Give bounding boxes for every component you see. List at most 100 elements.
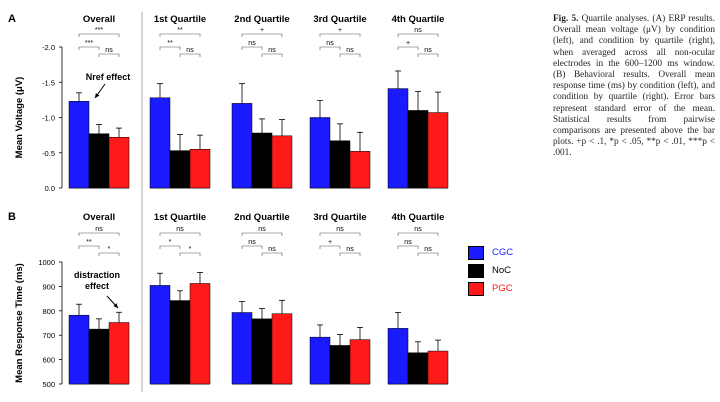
bar-noc [329,345,351,385]
bar-cgc [68,314,90,385]
group-title: 1st Quartile [154,212,206,223]
group-title: 1st Quartile [154,14,206,25]
significance-bracket [241,245,263,249]
bar-pgc [427,350,449,385]
bar-pgc [349,339,371,385]
annotation-distraction-effect-line2: effect [85,281,109,291]
legend: CGC NoC PGC [468,245,513,299]
bar-cgc [149,285,171,385]
y-tick-label: 900 [42,282,55,291]
annotation-nref-effect: Nref effect [86,72,131,82]
group-title: 3rd Quartile [313,14,366,25]
group-title: 2nd Quartile [234,14,289,25]
group-title: 3rd Quartile [313,212,366,223]
significance-label: ns [248,239,256,246]
significance-label: ns [424,246,432,253]
significance-bracket [261,53,283,57]
bar-noc [251,318,273,385]
legend-item-pgc: PGC [468,281,513,296]
caption-sig-note: +p < .1, *p < .05, **p < .01, ***p < .00… [553,137,715,159]
significance-bracket [78,245,100,249]
y-tick-label: -1.0 [42,114,55,123]
bar-pgc [108,136,130,189]
group-title: 4th Quartile [392,212,445,223]
bar-pgc [108,322,130,385]
bar-noc [407,352,429,385]
bar-cgc [149,97,171,189]
significance-label: ns [268,47,276,54]
y-tick-label: -1.5 [42,78,55,87]
significance-label: ns [258,226,266,233]
bar-cgc [231,312,253,385]
y-tick-label: 700 [42,331,55,340]
y-axis-label: Mean Voltage (μV) [14,77,25,159]
significance-bracket [397,46,419,50]
significance-label: ** [177,27,183,34]
significance-label: ns [176,226,184,233]
significance-label: ns [268,246,276,253]
significance-label: + [338,27,342,34]
significance-bracket [339,53,361,57]
bar-noc [169,150,191,189]
legend-swatch-noc [468,263,484,278]
significance-label: ns [424,47,432,54]
significance-bracket [397,245,419,249]
significance-bracket [78,232,120,236]
y-tick-label: 500 [42,380,55,389]
significance-label: *** [85,40,93,47]
caption-label: Fig. 5. [553,14,579,24]
group-title: 2nd Quartile [234,212,289,223]
significance-bracket [241,46,263,50]
significance-label: * [169,239,172,246]
bar-noc [169,300,191,385]
legend-label-noc: NoC [492,265,512,276]
significance-bracket [78,33,120,37]
bar-pgc [189,148,211,189]
significance-bracket [159,33,201,37]
significance-label: ns [248,40,256,47]
legend-label-pgc: PGC [492,283,513,294]
bar-noc [88,328,110,385]
significance-bracket [78,46,100,50]
significance-label: ** [86,239,92,246]
significance-bracket [397,232,439,236]
significance-label: ns [414,226,422,233]
bar-noc [251,132,273,189]
bar-pgc [427,112,449,189]
significance-bracket [319,46,341,50]
panel-letter-A: A [8,13,16,25]
bar-noc [329,140,351,189]
annotation-arrowhead [113,303,118,308]
bar-cgc [231,103,253,189]
figure-5-charts: A Mean Voltage (μV) -2.0 -1.5 -1.0 -0.5 0.0 Ove… [8,12,449,392]
significance-label: *** [95,27,103,34]
bar-pgc [349,151,371,189]
significance-bracket [179,53,201,57]
bar-cgc [387,328,409,385]
significance-label: ns [404,239,412,246]
significance-label: ns [346,246,354,253]
y-tick-label: 800 [42,307,55,316]
significance-bracket [319,245,341,249]
panel-letter-B: B [8,211,16,223]
significance-label: ns [414,27,422,34]
significance-bracket [241,232,283,236]
significance-bracket [98,252,120,256]
significance-label: * [189,246,192,253]
y-tick-label: -0.5 [42,149,55,158]
group-title: Overall [83,212,115,223]
significance-bracket [98,53,120,57]
bar-cgc [309,336,331,385]
legend-swatch-pgc [468,281,484,296]
y-tick-label: 0.0 [45,184,55,193]
significance-bracket [319,33,361,37]
y-axis-label: Mean Response Time (ms) [14,263,25,383]
significance-bracket [417,53,439,57]
significance-label: ns [105,47,113,54]
group-title: 4th Quartile [392,14,445,25]
significance-label: ns [336,226,344,233]
group-title: Overall [83,14,115,25]
y-tick-label: 1000 [38,258,55,267]
significance-label: ns [186,47,194,54]
significance-label: ns [95,226,103,233]
